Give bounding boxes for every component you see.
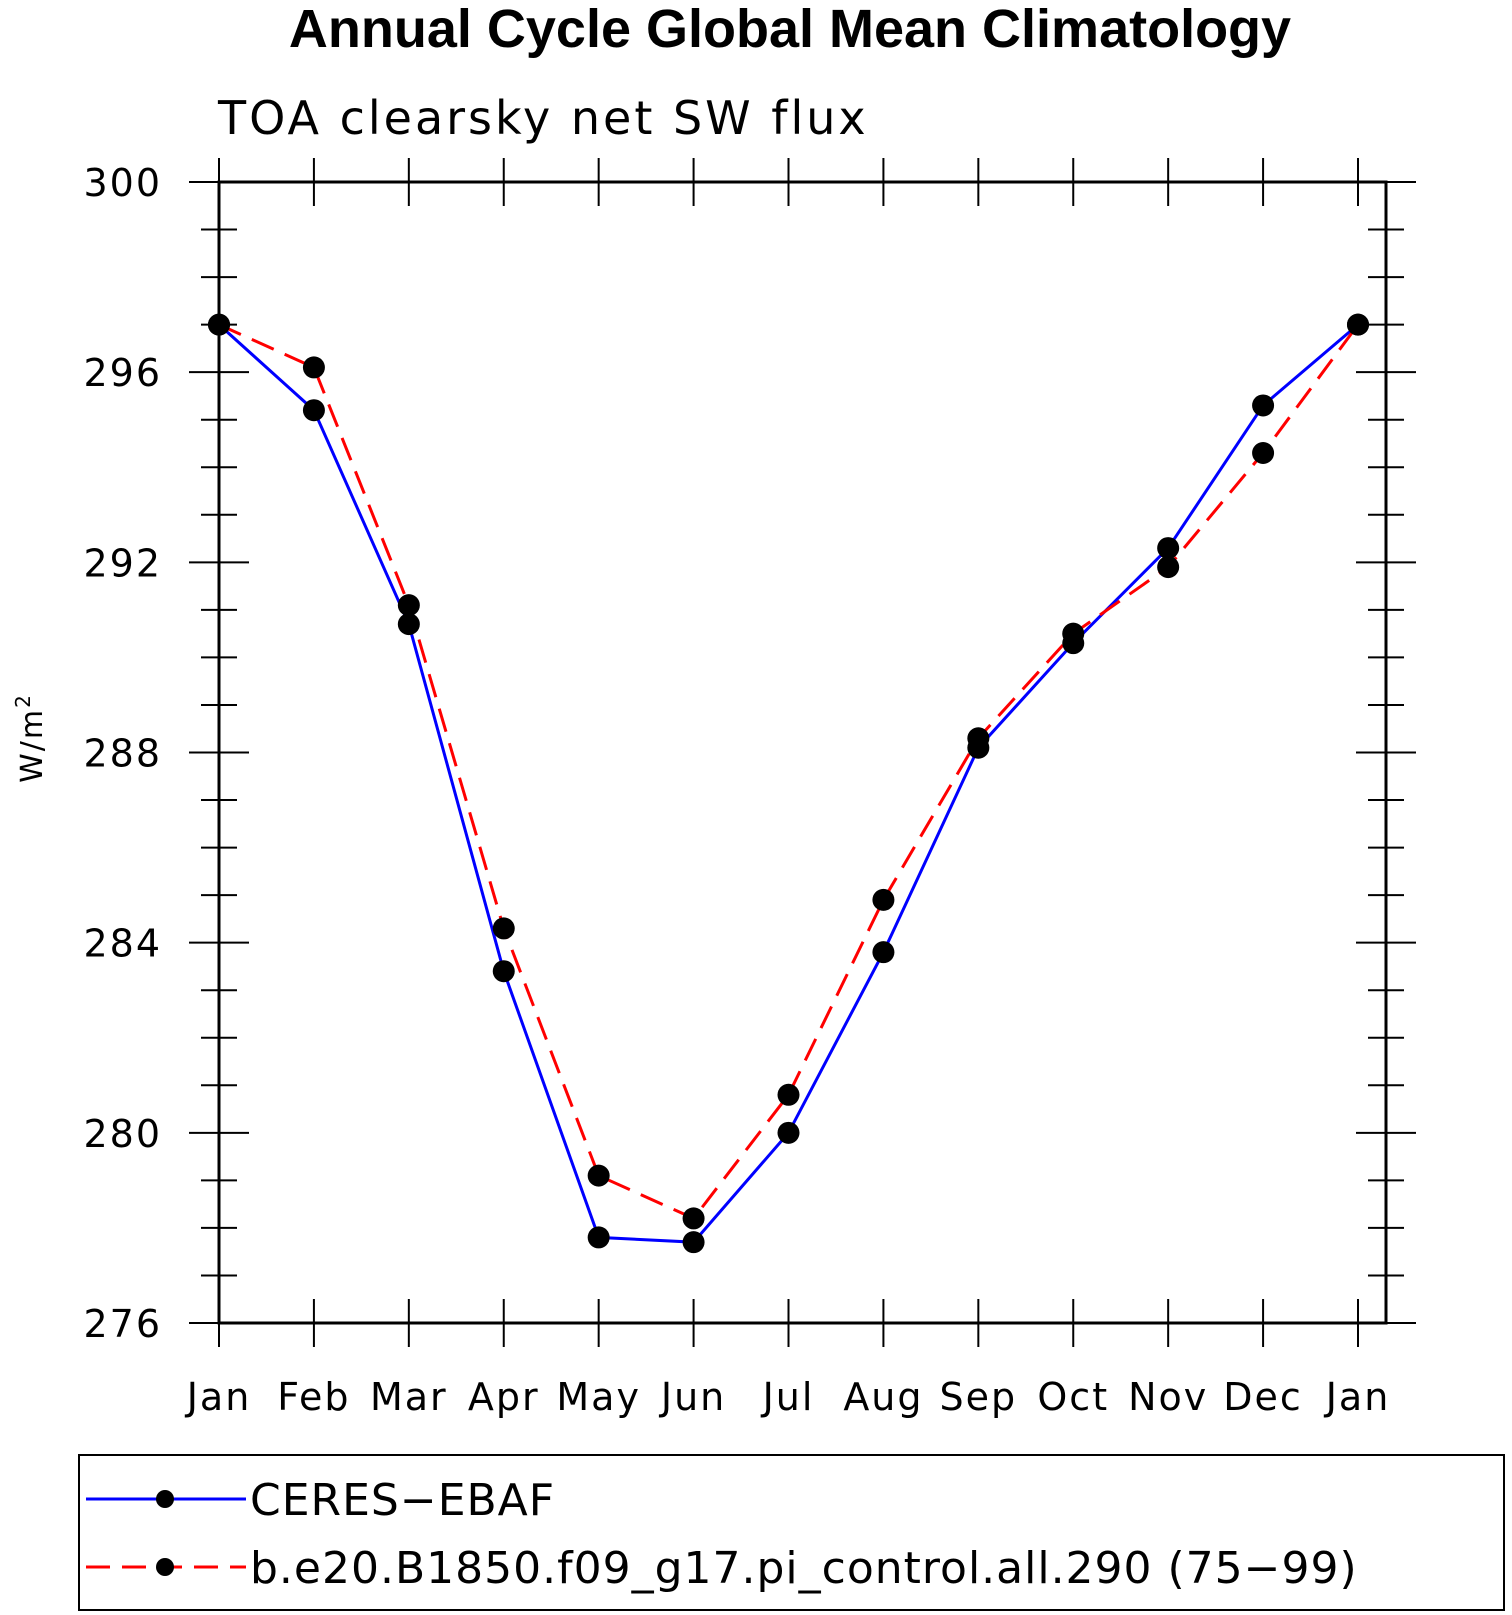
chart-title: Annual Cycle Global Mean Climatology [289, 0, 1291, 59]
x-tick-label: Apr [468, 1375, 540, 1419]
data-point-1 [777, 1083, 800, 1106]
data-point-1 [1157, 556, 1180, 579]
chart-subtitle: TOA clearsky net SW flux [217, 91, 869, 145]
data-point-1 [1062, 622, 1085, 645]
x-tick-label: Sep [940, 1375, 1018, 1419]
data-point-1 [1347, 313, 1369, 336]
legend-label-model: b.e20.B1850.f09_g17.pi_control.all.290 (… [250, 1543, 1358, 1594]
legend-label-ceres: CERES−EBAF [250, 1475, 555, 1526]
y-tick-label: 280 [83, 1112, 162, 1156]
x-tick-label: Jul [761, 1375, 815, 1419]
y-axis-ticks: 276 280 284 288 292 296 300 [83, 161, 1416, 1346]
data-point-0 [302, 399, 325, 422]
legend-box [78, 1454, 1505, 1611]
data-point-0 [1157, 537, 1180, 560]
x-tick-label: Dec [1223, 1375, 1303, 1419]
data-point-0 [397, 613, 420, 636]
data-point-0 [492, 960, 515, 983]
y-tick-label: 296 [83, 351, 162, 395]
data-point-1 [208, 313, 230, 336]
x-tick-label: Aug [843, 1375, 923, 1419]
x-tick-label: Jan [1324, 1375, 1391, 1419]
data-point-1 [492, 917, 515, 940]
x-tick-label: Nov [1128, 1375, 1208, 1419]
data-point-1 [397, 594, 420, 617]
y-axis-label-superscript: 2 [11, 693, 35, 708]
x-tick-label: Feb [277, 1375, 350, 1419]
y-tick-label: 292 [83, 541, 162, 585]
y-tick-label: 284 [83, 922, 162, 966]
data-series [208, 313, 1369, 1254]
data-point-0 [777, 1121, 800, 1144]
data-point-0 [1252, 394, 1275, 417]
legend: CERES−EBAF b.e20.B1850.f09_g17.pi_contro… [78, 1454, 1505, 1611]
x-tick-label: Mar [370, 1375, 448, 1419]
plot-frame [217, 180, 1388, 1325]
data-point-1 [682, 1207, 705, 1230]
data-point-1 [1252, 441, 1275, 464]
data-point-0 [587, 1226, 610, 1249]
x-tick-label: Jun [659, 1375, 726, 1419]
y-axis-label-base: W/m [15, 708, 50, 783]
y-axis-label: W/m2 [11, 693, 50, 783]
legend-marker-ceres [156, 1490, 174, 1508]
y-tick-label: 300 [83, 161, 162, 205]
data-point-0 [682, 1231, 705, 1254]
data-point-1 [872, 888, 895, 911]
y-tick-label: 288 [83, 732, 162, 776]
data-point-1 [967, 727, 990, 750]
data-point-0 [872, 941, 895, 964]
x-tick-label: Oct [1037, 1375, 1109, 1419]
x-axis-ticks: Jan Feb Mar Apr May Jun Jul Aug Sep Oct Nov Dec Jan [185, 158, 1391, 1419]
data-point-1 [587, 1164, 610, 1187]
legend-marker-model [156, 1558, 174, 1576]
x-tick-label: May [556, 1375, 641, 1419]
y-tick-label: 276 [83, 1302, 162, 1346]
data-point-1 [302, 356, 325, 379]
x-tick-label: Jan [185, 1375, 252, 1419]
